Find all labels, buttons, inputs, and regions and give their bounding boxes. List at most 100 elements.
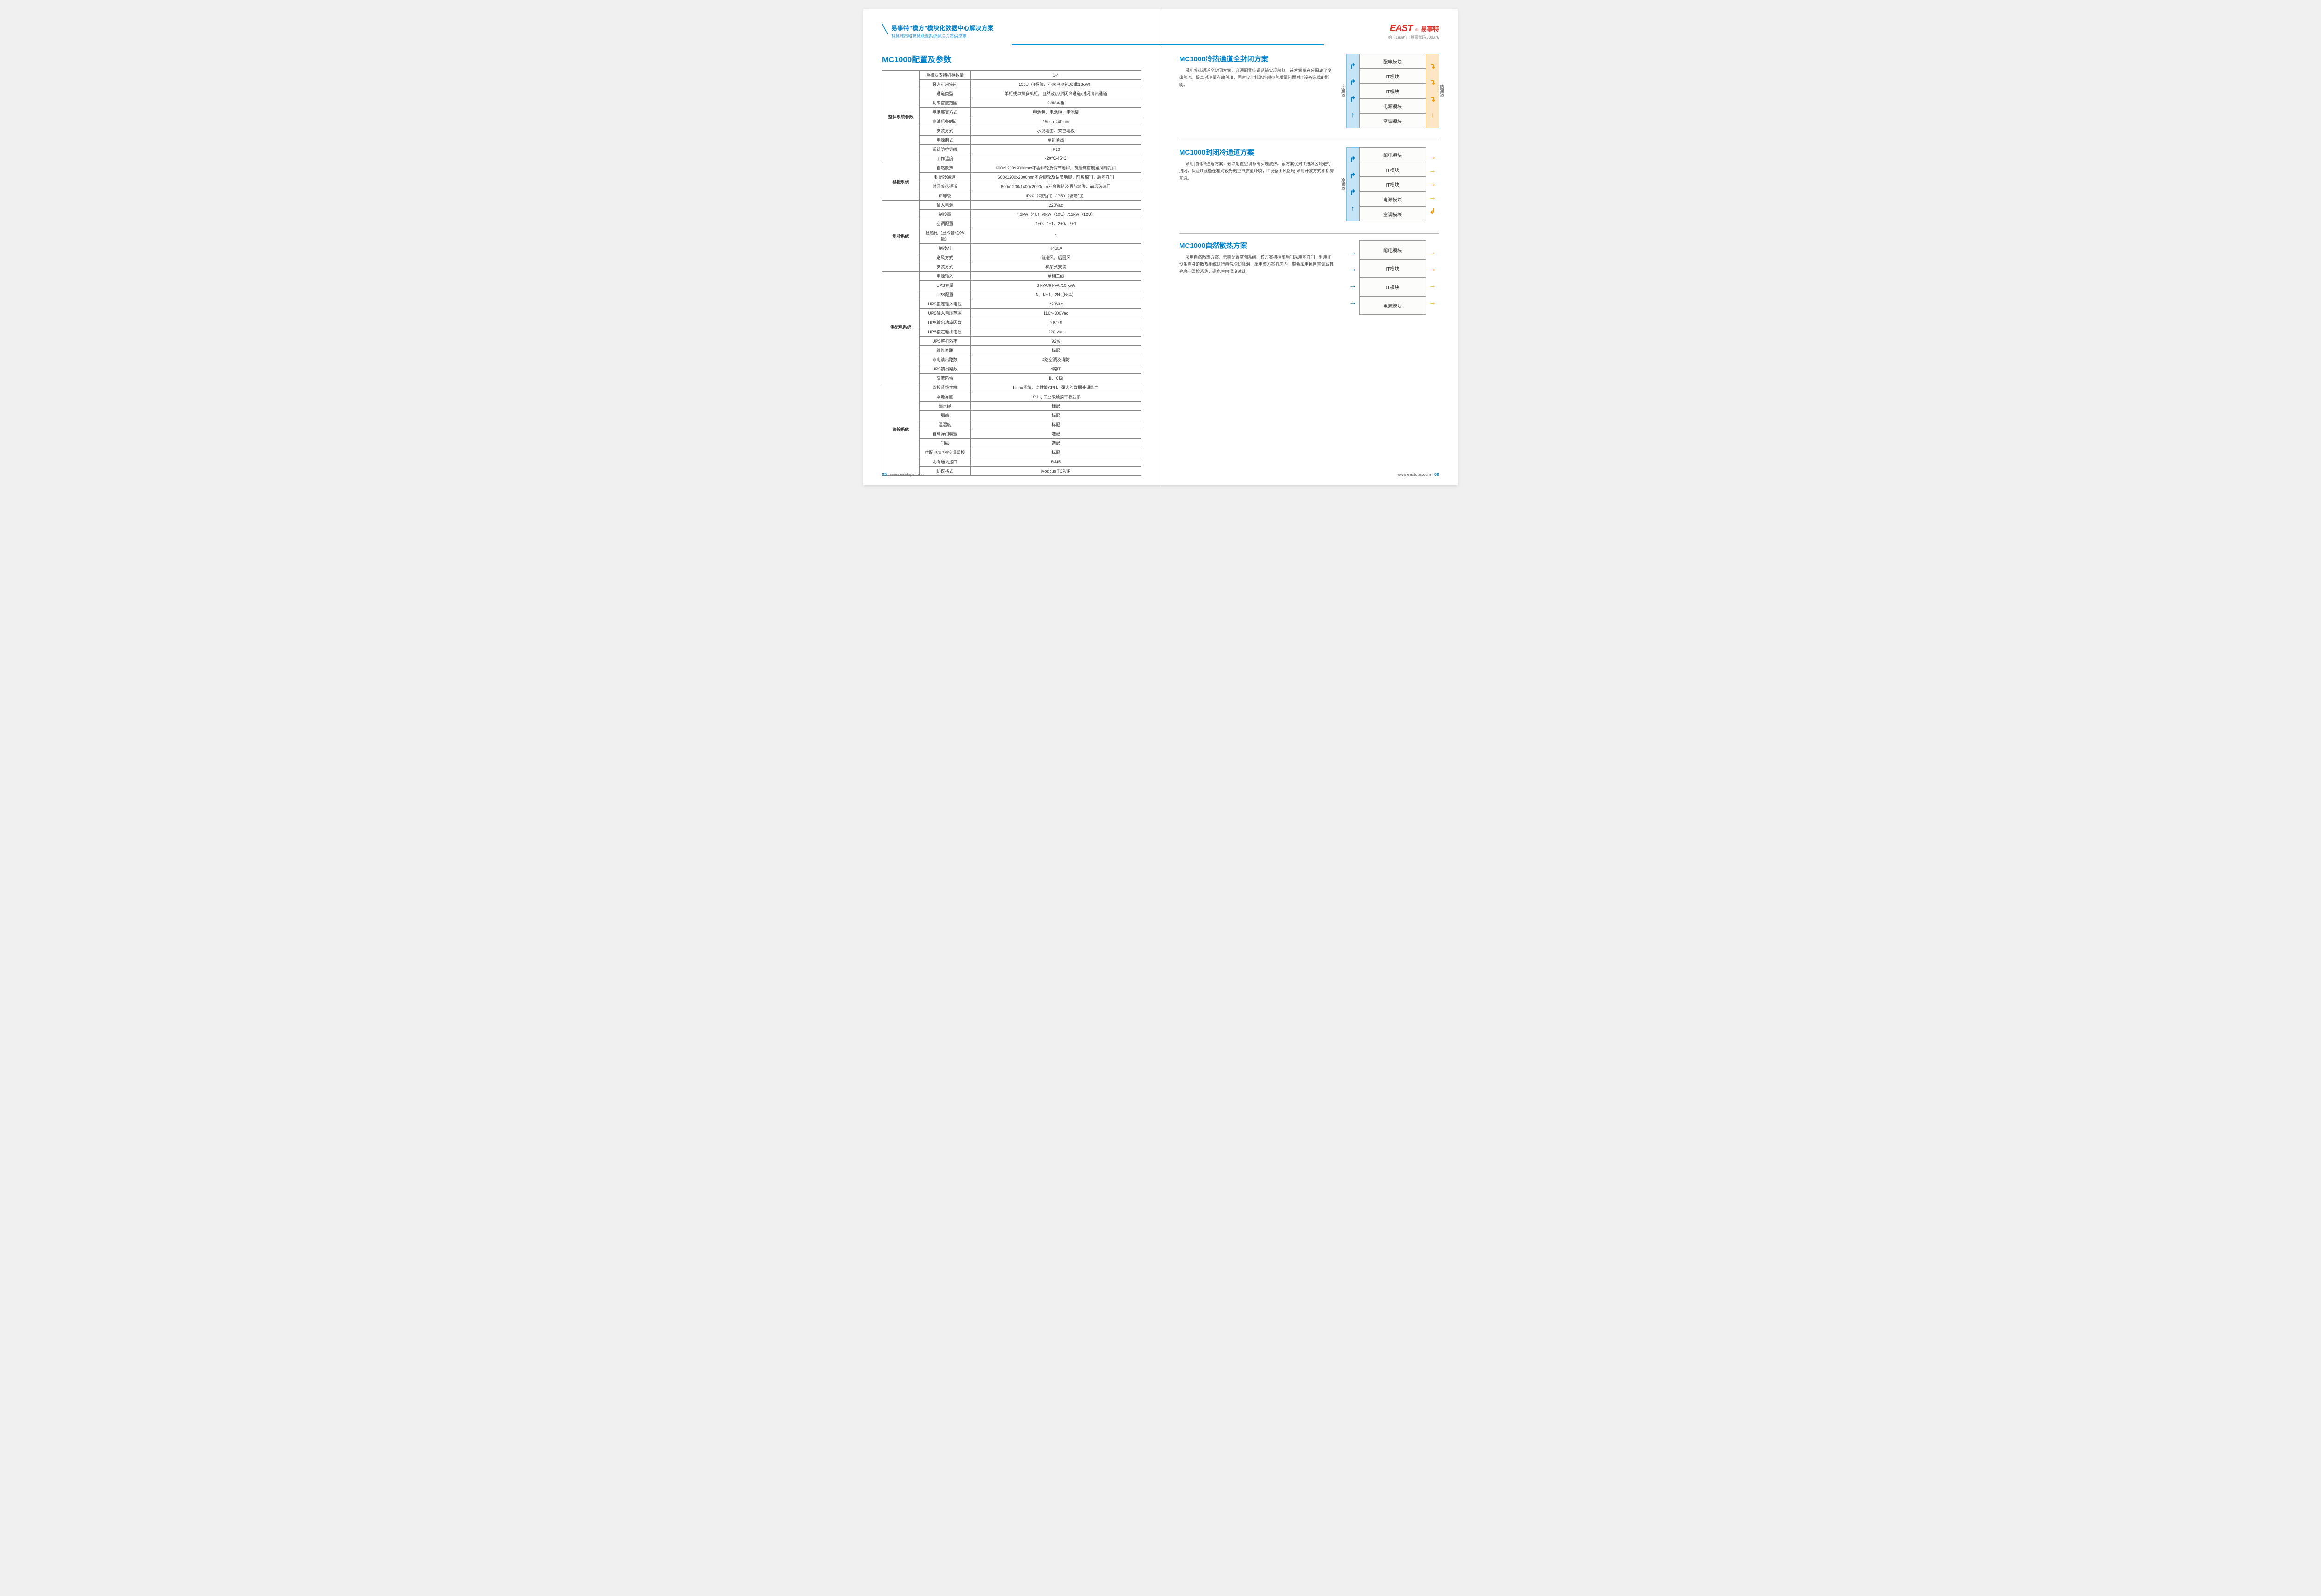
logo-cn: 易事特: [1421, 24, 1439, 33]
spec-value: 机架式安装: [971, 262, 1141, 272]
spec-title: MC1000配置及参数: [882, 53, 1141, 65]
spec-param: 协议格式: [920, 467, 971, 476]
spec-group: 机柜系统: [882, 163, 920, 201]
spec-param: 北向通讯接口: [920, 457, 971, 467]
arrow-icon: ↲: [1429, 207, 1435, 216]
arrow-icon: →: [1429, 298, 1436, 307]
header-slash-icon: ╲: [882, 23, 888, 35]
spec-value: 标配: [971, 346, 1141, 355]
arrow-icon: ↱: [1349, 95, 1355, 104]
solution-title: MC1000自然散热方案: [1179, 240, 1335, 250]
solution-block: MC1000封闭冷通道方案采用封闭冷通道方案，必须配置空调系统实现散热。该方案仅…: [1179, 147, 1439, 221]
spec-value: 110～300Vac: [971, 309, 1141, 318]
spec-value: 600x1200x2000mm不含脚轮及调节地脚，前玻璃门，后网孔门: [971, 173, 1141, 182]
spec-value: 220Vac: [971, 299, 1141, 309]
spec-param: 系统防护等级: [920, 145, 971, 154]
spec-value: 标配: [971, 402, 1141, 411]
arrow-icon: ↱: [1349, 155, 1355, 164]
arrow-icon: →: [1429, 153, 1436, 162]
module-box: 空调模块: [1359, 113, 1426, 128]
spec-value: 0.8/0.9: [971, 318, 1141, 327]
spec-param: UPS输出功率因数: [920, 318, 971, 327]
spec-param: UPS输入电压范围: [920, 309, 971, 318]
spec-value: 选配: [971, 439, 1141, 448]
spec-param: 通道类型: [920, 89, 971, 98]
arrow-icon: →: [1429, 167, 1436, 175]
spec-param: 功率密度范围: [920, 98, 971, 108]
spec-param: UPS馈出路数: [920, 364, 971, 374]
arrow-icon: ↓: [1431, 111, 1434, 120]
spec-param: UPS整机效率: [920, 337, 971, 346]
module-box: 电源模块: [1359, 192, 1426, 207]
arrow-icon: →: [1429, 248, 1436, 257]
spec-value: 标配: [971, 411, 1141, 420]
spec-value: B、C级: [971, 374, 1141, 383]
spec-param: 最大可用空间: [920, 80, 971, 89]
spec-param: UPS额定输出电压: [920, 327, 971, 337]
spec-value: 4.5kW（4U）/8kW（10U）/15kW（12U）: [971, 210, 1141, 219]
arrow-icon: ↱: [1349, 62, 1355, 71]
spec-value: RJ45: [971, 457, 1141, 467]
spec-value: 92%: [971, 337, 1141, 346]
arrow-icon: ↑: [1351, 111, 1355, 120]
module-diagram: 冷通道↱↱↱↑配电模块IT模块IT模块电源模块空调模块热通道↴↴↴↓: [1346, 54, 1439, 128]
solution-block: MC1000自然散热方案采用自然散热方案，无需配置空调系统。该方案机柜前后门采用…: [1179, 240, 1439, 315]
spec-value: 1: [971, 228, 1141, 244]
spec-value: Modbus TCP/IP: [971, 467, 1141, 476]
solution-block: MC1000冷热通道全封闭方案采用冷热通道全封闭方案，必须配置空调系统实现散热。…: [1179, 54, 1439, 128]
spec-value: 4路空调及消防: [971, 355, 1141, 364]
spec-param: 电池后备时间: [920, 117, 971, 126]
solution-desc: 采用封闭冷通道方案，必须配置空调系统实现散热。该方案仅对IT进风区域进行封闭，保…: [1179, 161, 1335, 182]
spec-group: 供配电系统: [882, 272, 920, 383]
spec-group: 整体系统参数: [882, 71, 920, 163]
spec-value: N、N+1、2N（N≤4）: [971, 290, 1141, 299]
module-box: 配电模块: [1359, 147, 1426, 162]
spec-group: 制冷系统: [882, 201, 920, 272]
spec-param: 封闭冷热通道: [920, 182, 971, 191]
spec-value: 600x1200x2000mm不含脚轮及调节地脚，前后高密度通风网孔门: [971, 163, 1141, 173]
header-right: EAST ® 易事特 始于1989年 | 股票代码:300376: [1179, 23, 1439, 40]
arrow-icon: →: [1429, 265, 1436, 273]
module-box: IT模块: [1359, 84, 1426, 98]
header-left: ╲ 易事特"模方"模块化数据中心解决方案 智慧城市和智慧能源系统解决方案供应商: [882, 23, 1141, 39]
spec-param: 交流防雷: [920, 374, 971, 383]
blue-divider: [1012, 44, 1160, 45]
spec-value: 15min-240min: [971, 117, 1141, 126]
spec-param: 门磁: [920, 439, 971, 448]
cold-label: 冷通道: [1340, 85, 1346, 97]
module-box: IT模块: [1359, 177, 1426, 192]
spec-value: 220 Vac: [971, 327, 1141, 337]
spec-param: 安装方式: [920, 126, 971, 136]
spec-value: 标配: [971, 448, 1141, 457]
module-box: 配电模块: [1359, 240, 1426, 259]
spec-param: 安装方式: [920, 262, 971, 272]
spec-value: 158U（4柜位，不含电池包,负载18kW）: [971, 80, 1141, 89]
module-box: 电源模块: [1359, 98, 1426, 113]
spec-param: 工作温度: [920, 154, 971, 163]
spec-value: 600x1200/1400x2000mm不含脚轮及调节地脚，前后玻璃门: [971, 182, 1141, 191]
spec-value: 单进单出: [971, 136, 1141, 145]
spec-value: R410A: [971, 244, 1141, 253]
footer-left: 05 | www.eastups.com: [882, 472, 924, 477]
module-diagram: →→→→配电模块IT模块IT模块电源模块→→→→: [1346, 240, 1439, 315]
spec-table: 整体系统参数单模块支持机柜数量1-4最大可用空间158U（4柜位，不含电池包,负…: [882, 70, 1141, 476]
solution-title: MC1000冷热通道全封闭方案: [1179, 54, 1335, 64]
spec-value: 标配: [971, 420, 1141, 429]
arrow-icon: →: [1349, 265, 1356, 273]
spec-param: 监控系统主机: [920, 383, 971, 392]
header-title: 易事特"模方"模块化数据中心解决方案: [891, 23, 993, 32]
spec-value: 单柜或单排多机柜，自然散热/封闭冷通道/封闭冷热通道: [971, 89, 1141, 98]
spec-param: 自然散热: [920, 163, 971, 173]
spec-value: 220Vac: [971, 201, 1141, 210]
spec-value: 单相三线: [971, 272, 1141, 281]
arrow-icon: ↱: [1349, 171, 1355, 181]
module-diagram: 冷通道↱↱↱↑配电模块IT模块IT模块电源模块空调模块→→→→↲: [1346, 147, 1439, 221]
spec-param: 封闭冷通道: [920, 173, 971, 182]
arrow-icon: →: [1349, 248, 1356, 257]
spec-group: 监控系统: [882, 383, 920, 476]
spec-param: 送风方式: [920, 253, 971, 262]
arrow-icon: ↱: [1349, 78, 1355, 87]
arrow-icon: →: [1349, 282, 1356, 290]
spec-value: IP20: [971, 145, 1141, 154]
arrow-icon: ↴: [1429, 62, 1435, 71]
